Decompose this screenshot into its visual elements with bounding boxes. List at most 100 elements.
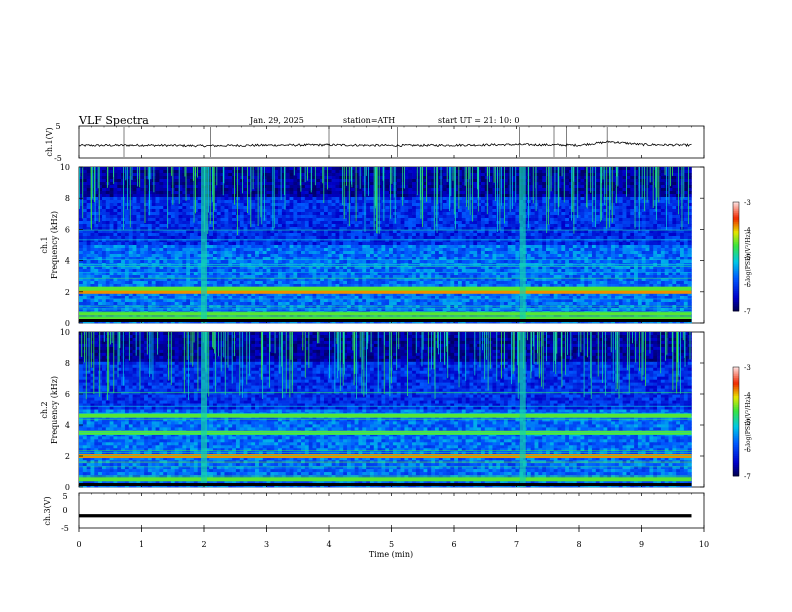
spectrogram-cell — [645, 182, 650, 186]
spectrogram-cell — [511, 221, 516, 225]
spectrogram-cell — [396, 218, 401, 222]
spectrogram-cell — [178, 191, 183, 195]
spectrogram-cell — [649, 221, 654, 225]
spectrogram-cell — [480, 248, 486, 252]
spectrogram-cell — [538, 206, 543, 210]
spectrogram-cell — [530, 209, 535, 213]
spectrogram-cell — [377, 188, 382, 192]
spectrogram-cell — [197, 230, 202, 234]
spectrogram-cell — [683, 224, 688, 228]
spectrogram-cell — [561, 194, 566, 198]
spectrogram-cell — [500, 194, 505, 198]
spectrogram-cell — [473, 212, 478, 216]
spectrogram-cell — [630, 218, 635, 222]
spectrogram-cell — [251, 227, 256, 231]
spectrogram-cell — [572, 212, 577, 216]
spectrogram-cell — [408, 203, 413, 207]
spectrogram-cell — [147, 224, 153, 228]
spectrogram-cell — [392, 236, 398, 240]
spectrogram-cell — [90, 197, 95, 201]
spectrogram-cell — [297, 242, 302, 246]
spectrogram-cell — [546, 230, 551, 234]
spectrogram-cell — [167, 179, 172, 183]
spectrogram-cell — [350, 236, 355, 240]
spectrogram-cell — [454, 176, 459, 180]
spectrogram-cell — [178, 221, 183, 225]
spectrogram-cell — [431, 200, 436, 204]
spectrogram-cell — [561, 239, 566, 243]
spectrogram-cell — [94, 197, 99, 201]
spectrogram-cell — [607, 248, 612, 252]
spectrogram-cell — [469, 170, 474, 174]
spectrogram-cell — [281, 209, 287, 213]
spectrogram-cell — [197, 251, 202, 255]
spectrogram-cell — [680, 233, 685, 237]
spectrogram-cell — [140, 194, 145, 198]
spectrogram-cell — [232, 239, 237, 243]
spectrogram-cell — [182, 215, 187, 219]
spectrogram-cell — [178, 179, 183, 183]
spectrogram-cell — [301, 191, 306, 195]
spectrogram-cell — [304, 245, 309, 249]
spectrogram-cell — [687, 212, 692, 216]
spectrogram-cell — [289, 188, 294, 192]
spectrogram-cell — [546, 218, 551, 222]
spectrogram-cell — [672, 197, 677, 201]
spectrogram-cell — [415, 167, 421, 171]
spectrogram-cell — [569, 197, 574, 201]
spectrogram-cell — [320, 227, 325, 231]
spectrogram-cell — [672, 203, 677, 207]
spectrogram-cell — [327, 200, 332, 204]
spectrogram-cell — [565, 188, 570, 192]
spectrogram-cell — [542, 221, 547, 225]
spectrogram-cell — [362, 209, 367, 213]
spectrogram-cell — [140, 206, 145, 210]
spectrogram-cell — [274, 248, 279, 252]
spectrogram-cell — [687, 170, 692, 174]
spectrogram-cell — [515, 179, 520, 183]
spectrogram-cell — [641, 218, 646, 222]
spectrogram-cell — [381, 221, 386, 225]
spectrogram-cell — [90, 242, 95, 246]
spectrogram-cell — [140, 233, 145, 237]
spectrogram-cell — [293, 242, 298, 246]
spectrogram-cell — [339, 257, 344, 261]
spectrogram-cell — [626, 173, 631, 177]
spectrogram-cell — [331, 179, 336, 183]
spectrogram-cell — [553, 185, 558, 189]
spectrogram-cell — [293, 245, 298, 249]
spectrogram-cell — [278, 248, 283, 252]
spectrogram-cell — [419, 212, 424, 216]
spectrogram-cell — [98, 167, 103, 171]
spectrogram-cell — [331, 227, 336, 231]
spectrogram-cell — [266, 224, 271, 228]
spectrogram-cell — [316, 230, 321, 234]
spectrogram-cell — [281, 245, 287, 249]
spectrogram-cell — [212, 185, 218, 189]
spectrogram-cell — [484, 173, 489, 177]
spectrogram-cell — [163, 254, 168, 258]
spectrogram-cell — [281, 200, 287, 204]
spectrogram-cell — [622, 248, 627, 252]
spectrogram-cell — [327, 251, 332, 255]
spectrogram-cell — [634, 221, 639, 225]
spectrogram-cell — [457, 233, 463, 237]
spectrogram-cell — [86, 188, 91, 192]
spectrogram-cell — [331, 221, 336, 225]
spectrogram-cell — [235, 185, 241, 189]
spectrogram-cell — [469, 197, 474, 201]
spectrogram-cell — [90, 212, 95, 216]
spectrogram-cell — [346, 233, 352, 237]
spectrogram-cell — [289, 248, 294, 252]
spectrogram-cell — [343, 254, 348, 258]
spectrogram-cell — [212, 197, 218, 201]
spectrogram-cell — [331, 176, 336, 180]
spectrogram-cell — [159, 179, 164, 183]
spectrogram-cell — [446, 188, 451, 192]
spectrogram-cell — [301, 200, 306, 204]
spectrogram-cell — [614, 188, 620, 192]
spectrogram-cell — [312, 245, 317, 249]
spectrogram-cell — [404, 242, 409, 246]
spectrogram-cell — [572, 233, 577, 237]
spectrogram-cell — [247, 191, 252, 195]
